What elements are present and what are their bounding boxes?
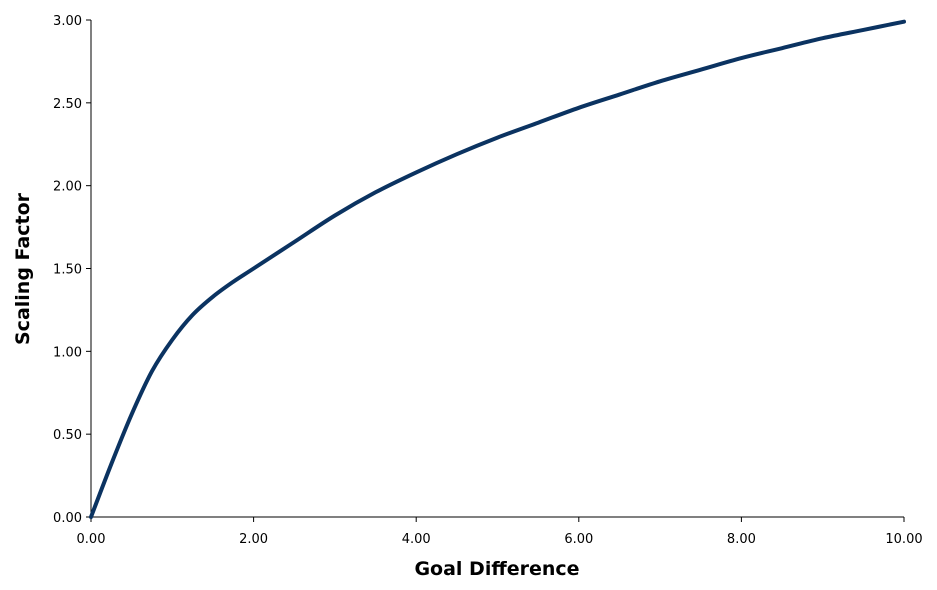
y-tick-label: 2.50 xyxy=(53,97,82,112)
plot-series xyxy=(89,19,906,519)
x-axis: 0.00 2.00 4.00 6.00 8.00 10.00 xyxy=(77,516,923,547)
y-tick-label: 3.00 xyxy=(53,14,82,29)
x-axis-title: Goal Difference xyxy=(414,558,579,580)
y-tick-label: 2.00 xyxy=(53,180,82,195)
x-tick-label: 2.00 xyxy=(239,532,268,547)
x-ticks: 0.00 2.00 4.00 6.00 8.00 10.00 xyxy=(77,517,923,547)
y-axis-title: Scaling Factor xyxy=(12,192,34,345)
y-axis: 0.00 0.50 1.00 1.50 2.00 2.50 3.00 xyxy=(53,14,92,526)
x-tick-label: 0.00 xyxy=(77,532,106,547)
y-tick-label: 1.00 xyxy=(53,345,82,360)
y-tick-label: 1.50 xyxy=(53,263,82,278)
x-tick-label: 8.00 xyxy=(727,532,756,547)
x-tick-label: 4.00 xyxy=(402,532,431,547)
series-line xyxy=(89,19,906,519)
y-tick-label: 0.50 xyxy=(53,428,82,443)
y-tick-label: 0.00 xyxy=(53,511,82,526)
x-tick-label: 6.00 xyxy=(564,532,593,547)
x-tick-label: 10.00 xyxy=(885,532,922,547)
y-ticks: 0.00 0.50 1.00 1.50 2.00 2.50 3.00 xyxy=(53,14,91,526)
